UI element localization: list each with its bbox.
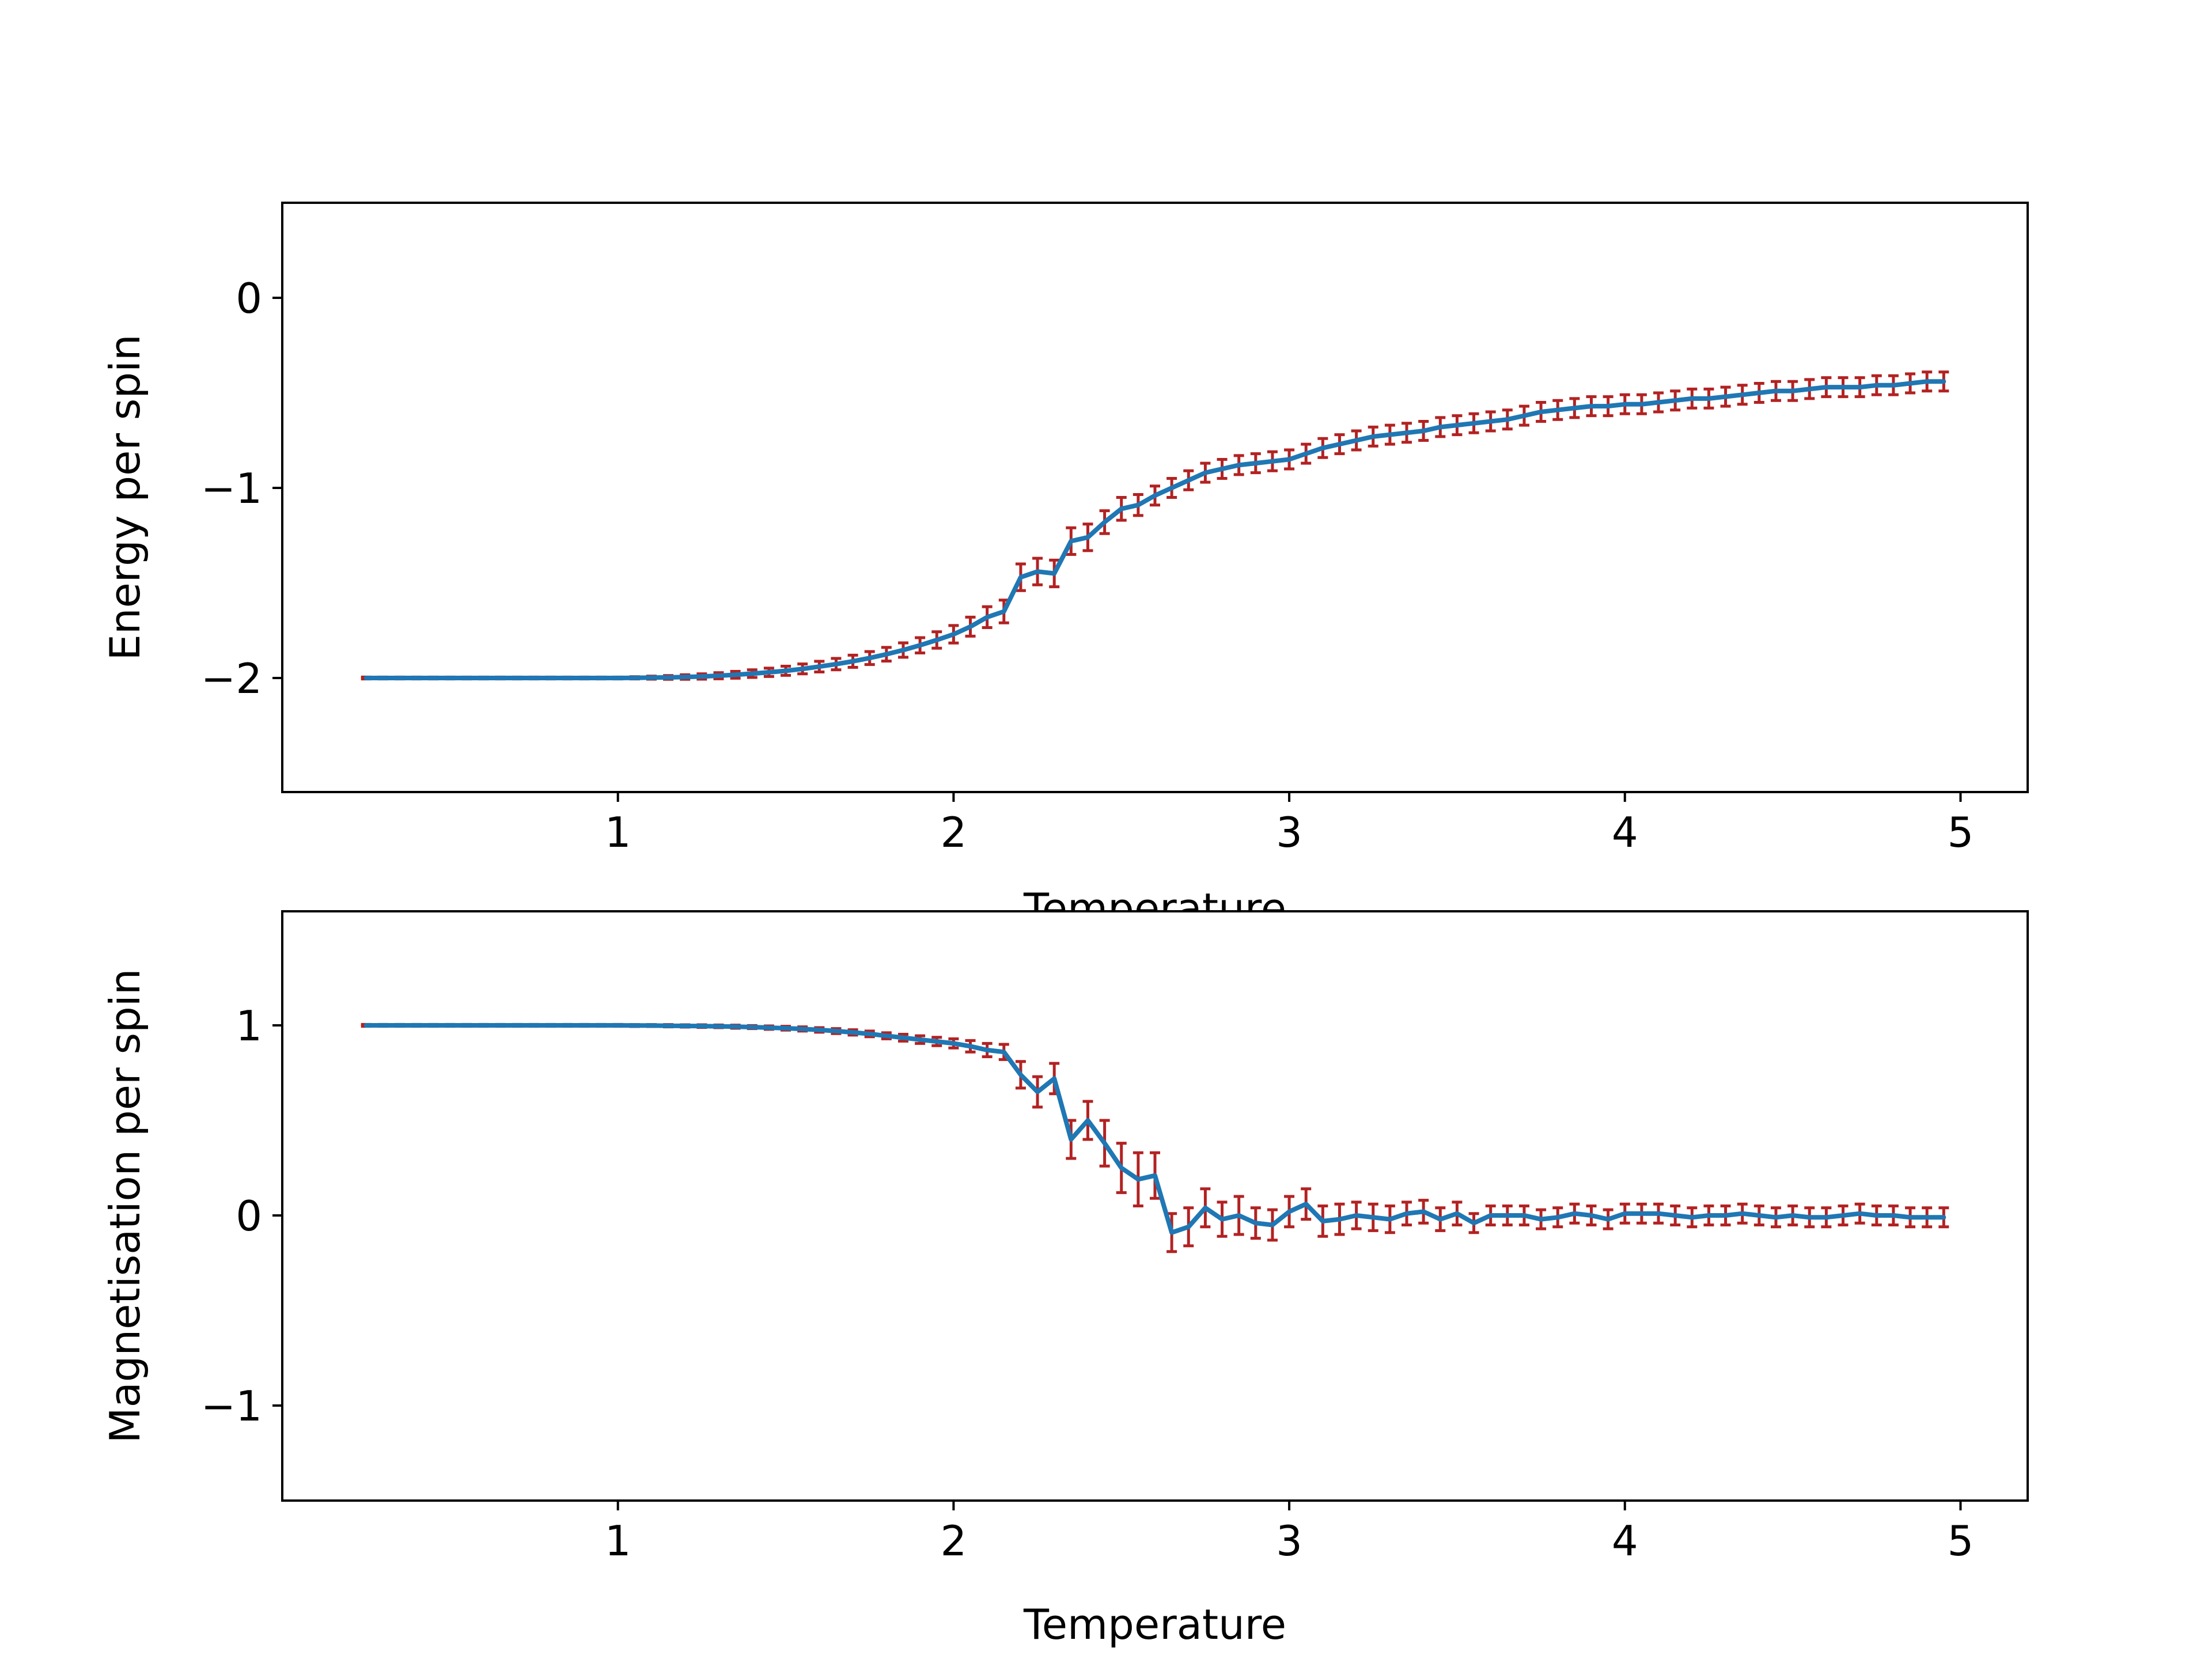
energy-y-axis-label: Energy per spin [101,334,149,660]
energy-x-tick-label-3: 4 [1612,808,1638,857]
energy-x-tick-label-0: 1 [605,808,631,857]
magnetisation-x-tick-label-3: 4 [1612,1517,1638,1565]
energy-series-line [363,379,1946,680]
energy-series [361,370,1949,681]
magnetisation-series [361,1022,1949,1253]
magnetisation-x-tick-label-0: 1 [605,1517,631,1565]
magnetisation-y-tick-label-2: 1 [236,1002,262,1050]
energy-x-ticks: 1 2 3 4 5 [605,792,1974,857]
magnetisation-y-tick-label-1: 0 [236,1192,262,1240]
magnetisation-x-ticks: 1 2 3 4 5 [605,1501,1974,1565]
magnetisation-x-tick-label-2: 3 [1276,1517,1302,1565]
energy-y-tick-label-1: −1 [201,464,262,513]
energy-y-tick-label-2: 0 [236,274,262,323]
energy-x-tick-label-1: 2 [940,808,967,857]
magnetisation-panel: 1 2 3 4 5 −1 0 1 Temperature Magnetisation per… [101,910,2029,1649]
energy-x-tick-label-2: 3 [1276,808,1302,857]
energy-y-ticks: −2 −1 0 [201,274,282,703]
magnetisation-y-tick-label-0: −1 [201,1382,262,1430]
energy-y-tick-label-0: −2 [201,654,262,703]
magnetisation-x-axis-label: Temperature [1023,1600,1286,1649]
magnetisation-x-tick-label-1: 2 [940,1517,967,1565]
magnetisation-y-ticks: −1 0 1 [201,1002,282,1430]
energy-plot-area [281,202,2029,793]
energy-x-tick-label-4: 5 [1948,808,1974,857]
magnetisation-series-line [363,1023,1946,1235]
magnetisation-x-tick-label-4: 5 [1948,1517,1974,1565]
magnetisation-y-axis-label: Magnetisation per spin [101,969,149,1444]
magnetisation-plot-area [281,910,2029,1502]
